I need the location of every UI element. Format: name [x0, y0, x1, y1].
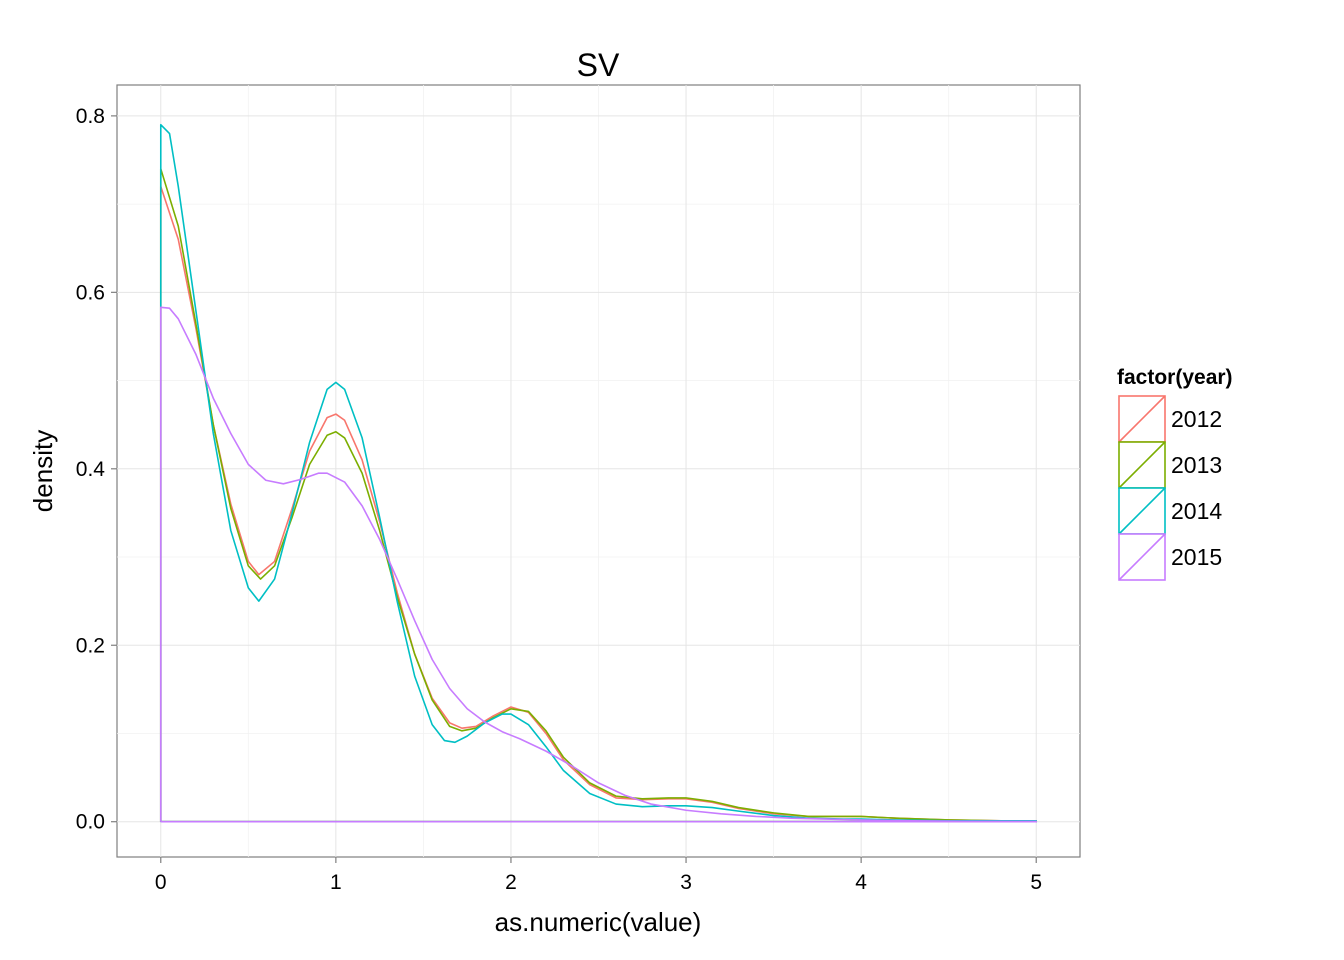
y-tick-label: 0.8 [76, 105, 105, 128]
x-tick-label: 1 [330, 871, 342, 894]
series-lines [159, 123, 1038, 823]
legend-key-line-2012 [1118, 395, 1166, 443]
legend-label-2015: 2015 [1171, 544, 1222, 570]
legend-label-2013: 2013 [1171, 452, 1222, 478]
x-tick-label: 4 [855, 871, 867, 894]
y-axis: 0.0 0.2 0.4 0.6 0.8 [76, 105, 117, 834]
x-tick-label: 5 [1030, 871, 1042, 894]
legend-label-2012: 2012 [1171, 406, 1222, 432]
y-tick-label: 0.4 [76, 458, 106, 481]
x-tick-label: 3 [680, 871, 692, 894]
legend-key-line-2013 [1118, 441, 1166, 489]
legend-key-line-2014 [1118, 487, 1166, 535]
y-tick-label: 0.2 [76, 634, 105, 657]
y-tick-label: 0.0 [76, 811, 105, 834]
legend-items: 2012 2013 2014 2015 [1118, 395, 1222, 581]
x-axis: 0 1 2 3 4 5 [155, 857, 1042, 894]
x-tick-label: 0 [155, 871, 167, 894]
legend-key-line-2015 [1118, 533, 1166, 581]
legend-label-2014: 2014 [1171, 498, 1222, 524]
chart-title: SV [577, 47, 620, 83]
x-tick-label: 2 [505, 871, 517, 894]
x-axis-title: as.numeric(value) [495, 907, 702, 937]
y-axis-title: density [28, 430, 58, 512]
legend-title: factor(year) [1117, 366, 1233, 389]
series-line-2015 [159, 306, 1038, 823]
legend: factor(year) 2012 2013 2014 2015 [1117, 366, 1233, 581]
y-tick-label: 0.6 [76, 281, 105, 304]
